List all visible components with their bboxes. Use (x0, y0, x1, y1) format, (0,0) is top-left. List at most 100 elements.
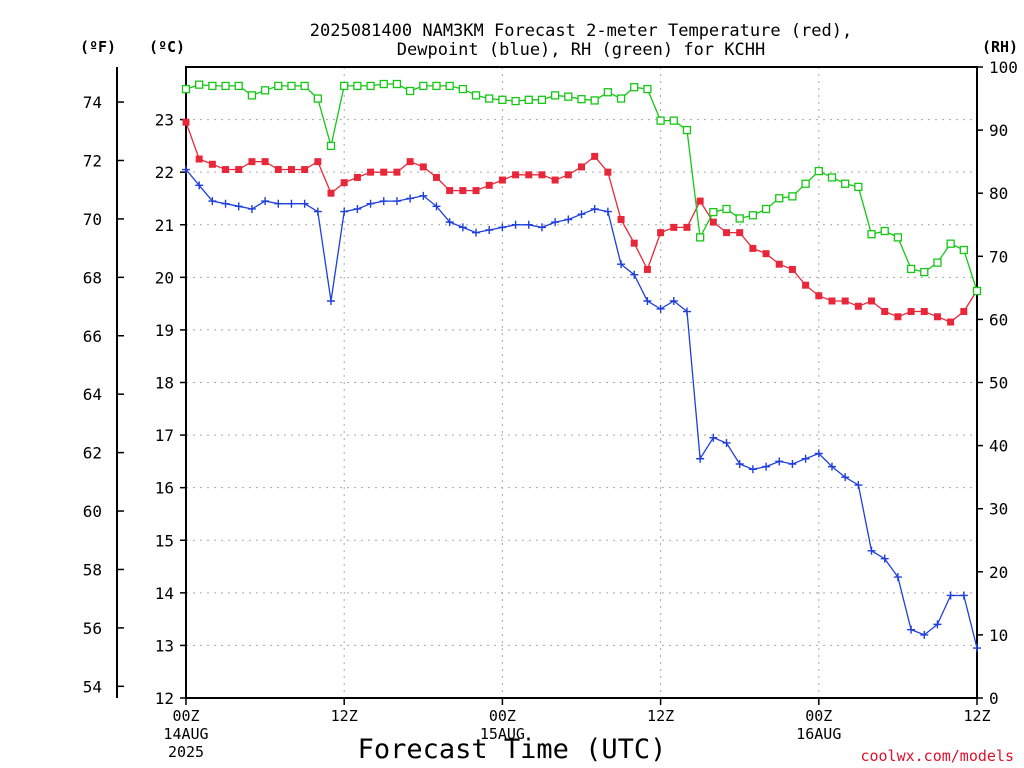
dewpoint-point (300, 199, 309, 208)
dewpoint-point (366, 199, 375, 208)
temperature-point (525, 171, 533, 179)
rh-point (234, 81, 243, 91)
rh-point (814, 166, 823, 176)
rh-point (564, 92, 573, 101)
celsius-tick-label: 14 (155, 584, 174, 603)
dewpoint-point (669, 296, 678, 305)
grid-lines (186, 67, 977, 698)
fahrenheit-tick-label: 60 (83, 502, 102, 521)
rh-tick-label: 20 (989, 563, 1008, 582)
dewpoint-point (959, 591, 968, 600)
dewpoint-point (287, 199, 296, 208)
temperature-point (208, 160, 216, 168)
dewpoint-point (353, 204, 362, 213)
rh-point (656, 116, 665, 125)
dewpoint-point (313, 207, 322, 216)
temperature-point (538, 171, 546, 179)
rh-point (181, 84, 191, 94)
rh-point (445, 81, 454, 91)
celsius-tick-label: 20 (155, 268, 174, 287)
rh-point (709, 207, 718, 217)
axis-ticks: 12 13 14 15 16 17 18 19 20 21 22 23 54 56 58 60 62 64 66 68… (83, 58, 1018, 761)
dewpoint-point (590, 204, 599, 213)
temperature-point (788, 265, 796, 273)
temperature-point (683, 223, 691, 231)
rh-point (208, 81, 217, 91)
temperature-point (841, 297, 849, 305)
rh-point (405, 86, 415, 96)
x-tick-label: 14AUG (163, 725, 208, 743)
rh-point (419, 81, 428, 91)
rh-point (880, 226, 889, 236)
x-axis-label: Forecast Time (UTC) (358, 734, 667, 765)
fahrenheit-tick-label: 70 (83, 210, 102, 229)
temperature-point (551, 176, 559, 184)
rh-tick-label: 80 (989, 184, 1008, 203)
celsius-tick-label: 12 (155, 689, 174, 708)
rh-point (669, 116, 678, 125)
rh-point (946, 239, 955, 248)
celsius-tick-label: 15 (155, 531, 174, 550)
temperature-point (657, 229, 665, 237)
temperature-point (723, 229, 731, 237)
rh-point (287, 81, 296, 91)
rh-point (471, 91, 481, 100)
dewpoint-point (893, 573, 902, 582)
celsius-unit-label: (ºC) (149, 38, 185, 56)
temperature-point (367, 168, 375, 176)
temperature-point (287, 166, 295, 174)
temperature-point (248, 158, 256, 166)
temperature-point (578, 163, 585, 171)
temperature-point (815, 292, 823, 300)
celsius-tick-label: 23 (155, 111, 174, 130)
x-tick-label: 12Z (331, 707, 358, 725)
temperature-point (432, 173, 440, 181)
dewpoint-point (722, 438, 731, 447)
rh-point (827, 173, 837, 182)
dewpoint-point (854, 481, 863, 490)
dewpoint-point (603, 207, 612, 216)
x-tick-label: 15AUG (480, 725, 525, 743)
series-line-1 (185, 169, 978, 649)
rh-point (577, 95, 586, 104)
dewpoint-point (234, 202, 243, 211)
temperature-point (498, 176, 506, 184)
rh-point (867, 230, 876, 239)
dewpoint-point (247, 204, 256, 213)
rh-point (300, 81, 309, 91)
dewpoint-point (709, 433, 718, 442)
rh-point (893, 233, 903, 242)
rh-point (748, 211, 758, 220)
dewpoint-point (564, 215, 573, 224)
temperature-point (696, 197, 704, 205)
temperature-point (947, 318, 955, 326)
dewpoint-point (788, 460, 797, 469)
x-tick-label: 12Z (963, 707, 990, 725)
dewpoint-point (327, 296, 336, 305)
x-tick-label: 00Z (805, 707, 832, 725)
dewpoint-point (551, 218, 560, 227)
dewpoint-point (827, 462, 836, 471)
temperature-point (393, 168, 401, 176)
dewpoint-point (498, 223, 507, 232)
dewpoint-point (485, 226, 494, 235)
temperature-point (933, 313, 941, 321)
fahrenheit-tick-label: 72 (83, 151, 102, 170)
dewpoint-point (511, 220, 520, 229)
rh-tick-label: 10 (989, 626, 1008, 645)
temperature-point (907, 308, 915, 316)
rh-point (379, 79, 388, 89)
data-series (181, 79, 982, 653)
celsius-tick-label: 19 (155, 321, 174, 340)
rh-point (550, 91, 560, 100)
temperature-point (894, 313, 902, 321)
fahrenheit-unit-label: (ºF) (80, 38, 116, 56)
rh-point (326, 141, 336, 151)
x-tick-label: 00Z (172, 707, 199, 725)
rh-point (854, 182, 863, 192)
temperature-point (564, 171, 572, 179)
temperature-point (182, 118, 190, 126)
rh-point (524, 95, 533, 104)
dewpoint-point (274, 199, 283, 208)
dewpoint-point (195, 181, 204, 190)
